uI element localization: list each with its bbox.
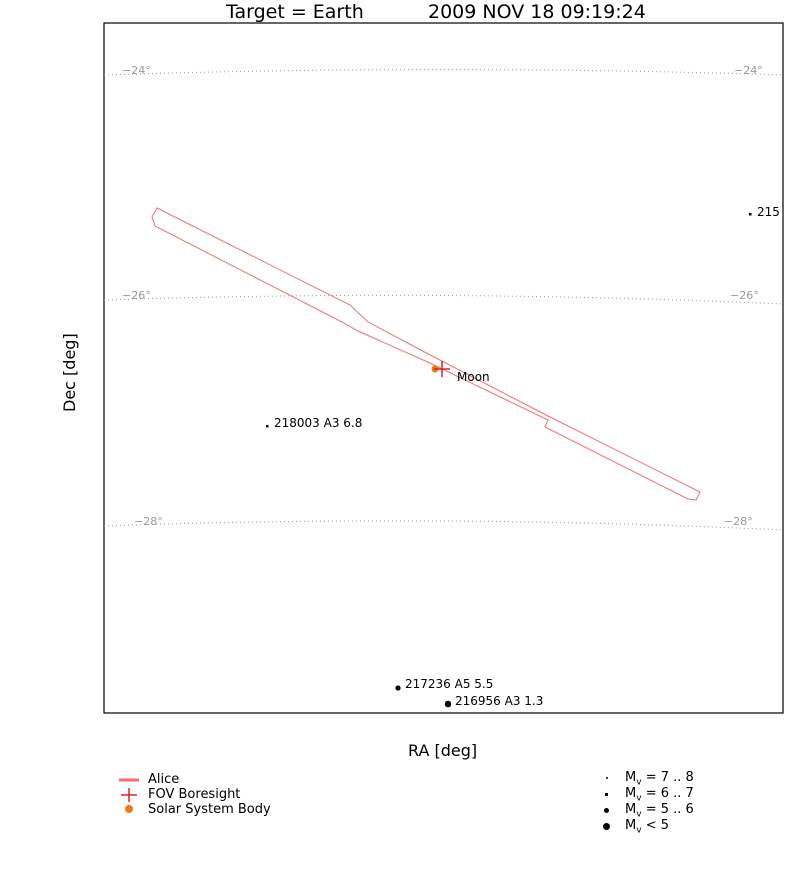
star-217236-label: 217236 A5 5.5 [405, 677, 493, 691]
legend-item-alice: Alice [118, 772, 271, 787]
mag-dot-icon [606, 777, 608, 779]
plot-frame [103, 22, 784, 714]
grid-label-left-28: −28° [134, 515, 163, 528]
mag-dot-icon [604, 808, 609, 813]
title-timestamp: 2009 NOV 18 09:19:24 [428, 1, 646, 23]
legend-symbols: Alice FOV Boresight Solar System Body [118, 772, 271, 817]
legend-item-solar-body: Solar System Body [118, 802, 271, 817]
legend-mag-6-7: Mv = 6 .. 7 [600, 786, 694, 804]
star-216956-marker [444, 700, 452, 708]
legend-mag-label: = 5 .. 6 [645, 802, 694, 817]
mag-dot-icon [603, 823, 610, 830]
y-axis-label: Dec [deg] [60, 333, 79, 412]
gridline-dec-24 [103, 69, 784, 76]
legend-mag-label: < 5 [645, 818, 669, 833]
star-215-label: 215 [757, 205, 780, 219]
star-217236-marker [395, 685, 401, 691]
dec-grid-labels: −24° −24° −26° −26° −28° −28° [122, 64, 763, 528]
legend-mag-7-8: Mv = 7 .. 8 [600, 770, 694, 788]
dec-grid [103, 69, 784, 531]
star-215-marker [749, 213, 752, 216]
alice-fov-outline [151, 207, 701, 501]
stars: 218003 A3 6.8 217236 A5 5.5 216956 A3 1.… [266, 205, 780, 708]
grid-label-right-24: −24° [734, 64, 763, 77]
grid-label-right-26: −26° [730, 289, 759, 302]
legend-mag-5-6: Mv = 5 .. 6 [600, 802, 694, 820]
grid-label-left-24: −24° [122, 64, 151, 77]
plot-title: Target = Earth 2009 NOV 18 09:19:24 [0, 0, 800, 24]
star-218003-marker [266, 425, 269, 428]
legend-mag-label: = 7 .. 8 [645, 770, 694, 785]
legend-mag-label: = 6 .. 7 [645, 786, 694, 801]
title-target: Target = Earth [226, 1, 364, 23]
mag-dot-icon [605, 793, 608, 796]
fov-boresight [434, 361, 450, 377]
legend-label-alice: Alice [148, 772, 180, 787]
solar-body-dot-icon [118, 802, 140, 817]
boresight-cross-icon [118, 787, 140, 802]
x-axis-label: RA [deg] [408, 741, 478, 760]
gridline-dec-26 [103, 294, 784, 305]
legend-magnitudes: Mv = 7 .. 8 Mv = 6 .. 7 Mv = 5 .. 6 Mv <… [600, 770, 694, 836]
moon-label: Moon [457, 370, 490, 384]
star-216956-label: 216956 A3 1.3 [455, 694, 543, 708]
legend-label-solar-body: Solar System Body [148, 802, 271, 817]
alice-line-icon [118, 772, 140, 787]
grid-label-right-28: −28° [724, 515, 753, 528]
legend-mag-lt-5: Mv < 5 [600, 818, 694, 836]
grid-label-left-26: −26° [122, 289, 151, 302]
legend-item-boresight: FOV Boresight [118, 787, 271, 802]
legend-label-boresight: FOV Boresight [148, 787, 241, 802]
star-218003-label: 218003 A3 6.8 [274, 416, 362, 430]
gridline-dec-28 [103, 520, 784, 531]
